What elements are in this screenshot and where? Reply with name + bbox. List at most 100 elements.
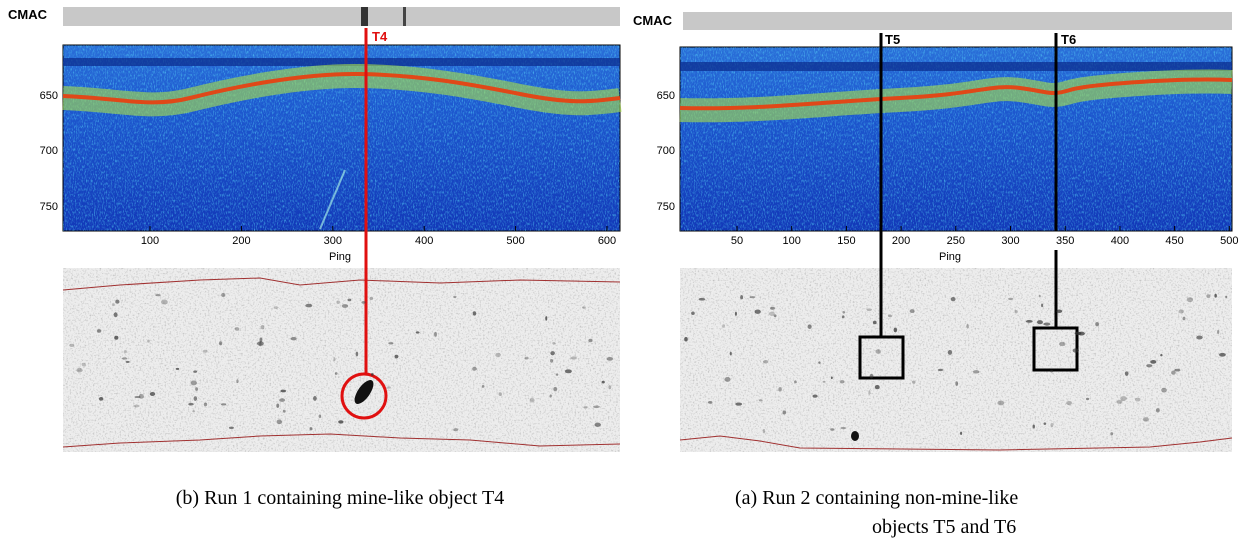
speckle xyxy=(740,295,744,300)
speckle xyxy=(190,380,197,386)
speckle xyxy=(193,370,198,373)
speckle xyxy=(869,373,874,379)
boundary xyxy=(679,435,1233,451)
speckle xyxy=(937,368,944,372)
speckle xyxy=(1038,294,1041,298)
speckle xyxy=(749,296,756,299)
speckle xyxy=(193,396,198,401)
speckle xyxy=(762,428,766,434)
speckle xyxy=(729,351,732,356)
speckle xyxy=(763,359,769,364)
speckle xyxy=(161,299,168,305)
speckle xyxy=(453,428,459,432)
speckle xyxy=(735,402,743,406)
speckle xyxy=(593,405,600,409)
y-tick-label: 650 xyxy=(657,90,675,102)
speckle xyxy=(290,337,297,341)
speckle xyxy=(868,390,871,395)
speckle xyxy=(734,311,737,316)
speckle xyxy=(481,385,485,388)
speckle xyxy=(606,356,614,361)
x-axis-label: Ping xyxy=(329,251,351,263)
speckle xyxy=(195,387,198,391)
speckle xyxy=(228,426,234,430)
speckle xyxy=(333,357,336,362)
speckle xyxy=(99,396,104,401)
speckle xyxy=(134,395,141,399)
speckle xyxy=(1178,309,1185,314)
speckle xyxy=(133,404,140,408)
speckle xyxy=(347,298,352,302)
speckle xyxy=(1155,408,1160,413)
y-tick-label: 700 xyxy=(40,145,58,157)
caption: (b) Run 1 containing mine-like object T4 xyxy=(176,487,504,509)
speckle xyxy=(81,362,86,367)
cmac-bar xyxy=(683,12,1232,30)
dark-spot xyxy=(851,431,859,441)
speckle xyxy=(282,409,286,413)
speckle xyxy=(1206,294,1211,298)
speckle xyxy=(550,351,555,356)
speckle xyxy=(276,419,283,425)
speckle xyxy=(1116,399,1123,404)
speckle xyxy=(279,398,286,402)
speckle xyxy=(1085,397,1090,401)
speckle xyxy=(498,392,502,396)
speckle xyxy=(818,361,821,364)
speckle xyxy=(722,324,725,328)
speckle xyxy=(807,324,812,329)
speckle xyxy=(1032,424,1035,429)
speckle xyxy=(149,391,156,396)
speckle xyxy=(1066,401,1072,406)
caption: (a) Run 2 containing non-mine-like xyxy=(735,487,1018,509)
speckle xyxy=(1014,309,1018,314)
speckle xyxy=(1174,368,1181,372)
x-tick-label: 400 xyxy=(1111,235,1129,247)
speckle xyxy=(842,311,846,314)
speckle xyxy=(1095,322,1099,327)
speckle xyxy=(276,403,280,408)
speckle xyxy=(236,379,239,384)
speckle xyxy=(338,420,344,424)
speckle xyxy=(1171,370,1176,375)
x-tick-label: 100 xyxy=(141,235,159,247)
x-tick-label: 50 xyxy=(731,235,743,247)
speckle xyxy=(394,354,399,359)
speckle xyxy=(1056,309,1063,314)
speckle xyxy=(950,297,956,302)
speckle xyxy=(495,352,501,358)
speckle xyxy=(955,381,959,386)
speckle xyxy=(552,341,556,345)
speckle xyxy=(564,369,572,374)
speckle xyxy=(594,422,601,427)
speckle xyxy=(147,339,150,343)
speckle xyxy=(361,301,366,304)
speckle xyxy=(334,372,338,375)
speckle xyxy=(202,349,208,353)
y-tick-label: 750 xyxy=(40,201,58,213)
speckle xyxy=(1182,316,1186,321)
surface-band xyxy=(680,62,1232,71)
x-tick-label: 600 xyxy=(598,235,616,247)
target-label: T5 xyxy=(885,32,900,47)
x-tick-label: 300 xyxy=(1001,235,1019,247)
speckle xyxy=(472,366,477,371)
speckle xyxy=(966,323,969,329)
speckle xyxy=(259,337,263,343)
speckle xyxy=(280,389,287,393)
speckle xyxy=(1059,341,1066,347)
speckle xyxy=(1142,417,1149,422)
speckle xyxy=(840,426,847,430)
speckle xyxy=(111,303,115,307)
speckle xyxy=(972,370,980,374)
x-tick-label: 200 xyxy=(892,235,910,247)
speckle xyxy=(724,376,731,382)
sonar-texture xyxy=(63,268,620,452)
bar-label: CMAC xyxy=(8,7,48,22)
speckle xyxy=(125,360,130,363)
speckle xyxy=(313,396,317,401)
speckle xyxy=(123,350,127,354)
speckle xyxy=(841,315,845,319)
x-tick-label: 500 xyxy=(506,235,524,247)
